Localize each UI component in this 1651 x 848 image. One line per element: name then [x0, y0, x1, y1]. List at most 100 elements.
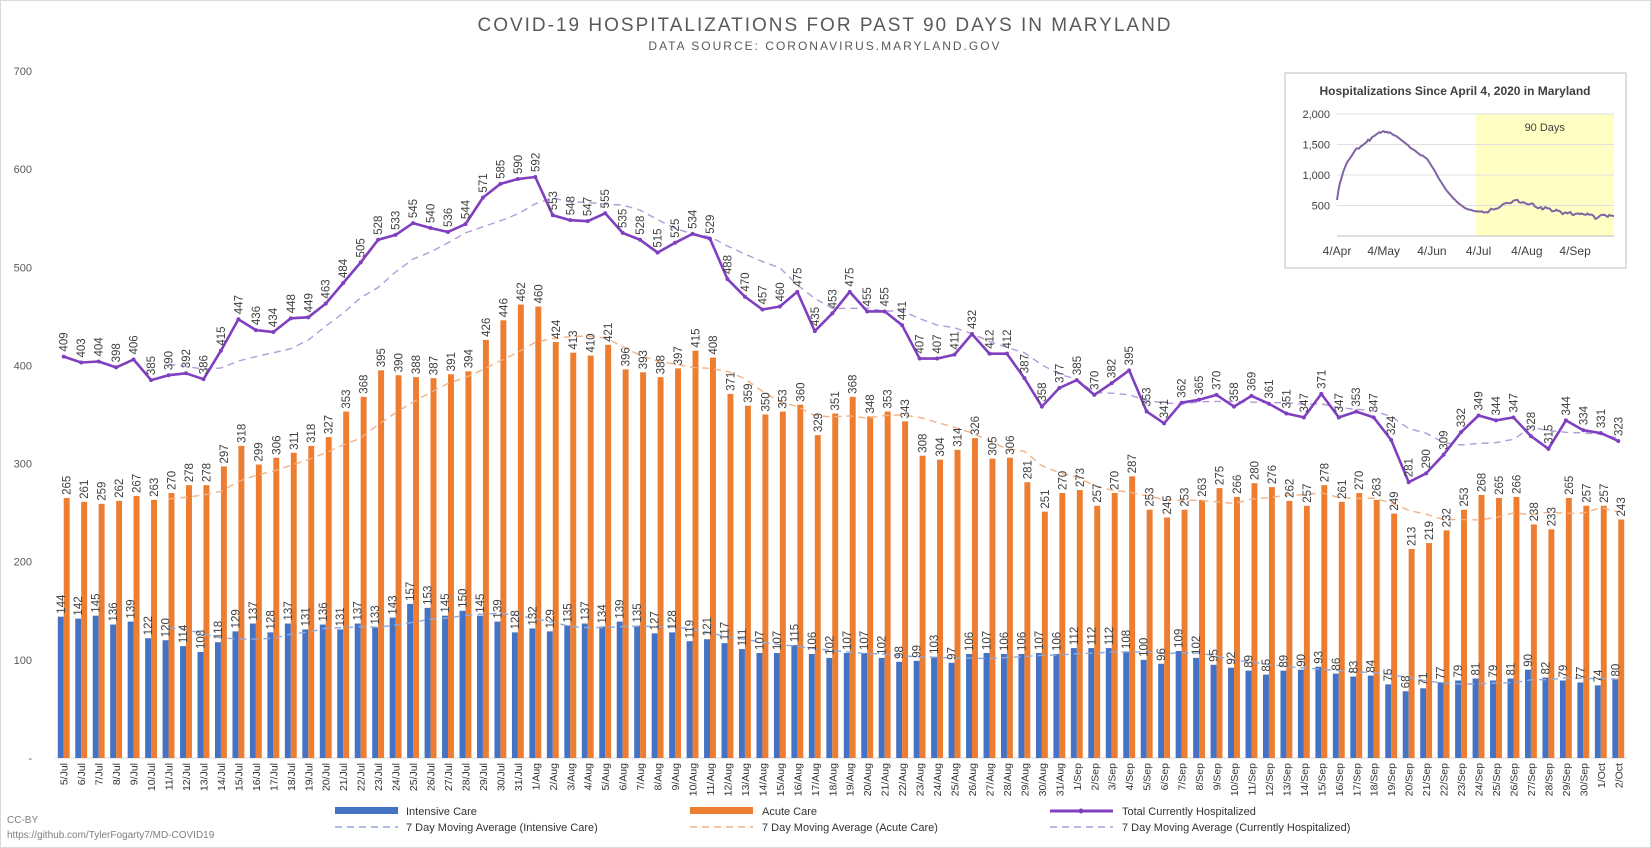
bar-intensive-care — [197, 652, 204, 758]
bar-intensive-care — [1612, 679, 1619, 758]
data-label-acute-care: 257 — [1581, 484, 1593, 503]
x-tick-label: 13/Jul — [199, 763, 211, 791]
data-label-intensive-care: 103 — [929, 635, 941, 654]
data-label-total-hospitalized: 455 — [880, 287, 892, 306]
total-hospitalized-point — [1371, 415, 1376, 420]
total-hospitalized-point — [830, 311, 835, 316]
bar-acute-care — [81, 501, 88, 758]
bar-intensive-care — [1402, 691, 1409, 758]
bar-intensive-care — [92, 615, 99, 758]
bar-intensive-care — [1524, 669, 1531, 758]
data-label-total-hospitalized: 281 — [1404, 458, 1416, 477]
data-label-total-hospitalized: 488 — [722, 255, 734, 274]
data-label-acute-care: 270 — [1354, 471, 1366, 490]
data-label-total-hospitalized: 436 — [251, 306, 263, 325]
x-tick-label: 26/Jul — [426, 763, 438, 791]
bar-intensive-care — [651, 633, 658, 758]
data-label-intensive-care: 106 — [999, 632, 1011, 651]
total-hospitalized-point — [480, 195, 485, 200]
data-label-total-hospitalized: 328 — [1526, 412, 1538, 431]
x-tick-label: 3/Aug — [565, 763, 577, 791]
x-tick-label: 14/Aug — [757, 763, 769, 796]
data-label-acute-care: 462 — [516, 282, 528, 301]
total-hospitalized-point — [1162, 421, 1167, 426]
x-tick-label: 21/Jul — [338, 763, 350, 791]
data-label-total-hospitalized: 387 — [1019, 354, 1031, 373]
x-tick-label: 15/Sep — [1316, 763, 1328, 796]
y-tick-label: 700 — [14, 66, 32, 78]
total-hospitalized-point — [323, 301, 328, 306]
data-label-intensive-care: 120 — [161, 618, 173, 637]
data-label-acute-care: 308 — [918, 434, 930, 453]
inset-chart: Hospitalizations Since April 4, 2020 in … — [1284, 72, 1627, 269]
total-hospitalized-point — [1459, 430, 1464, 435]
bar-acute-care — [1408, 548, 1415, 758]
bar-intensive-care — [1280, 670, 1287, 758]
bar-intensive-care — [319, 624, 326, 758]
data-label-acute-care: 280 — [1249, 461, 1261, 480]
data-label-total-hospitalized: 544 — [461, 199, 473, 219]
bar-acute-care — [1426, 543, 1433, 758]
data-label-intensive-care: 95 — [1209, 649, 1221, 662]
data-label-total-hospitalized: 361 — [1264, 379, 1276, 398]
total-hospitalized-point — [1616, 438, 1621, 443]
bar-acute-care — [710, 357, 716, 758]
x-tick-label: 20/Aug — [862, 763, 874, 796]
bar-intensive-care — [1000, 653, 1007, 758]
total-hospitalized-point — [1563, 418, 1568, 423]
data-label-total-hospitalized: 470 — [740, 272, 752, 291]
x-tick-label: 5/Aug — [600, 763, 612, 791]
bar-acute-care — [1024, 482, 1031, 758]
data-label-intensive-care: 106 — [1016, 632, 1028, 651]
data-label-acute-care: 263 — [1197, 478, 1209, 497]
data-label-intensive-care: 112 — [1104, 627, 1116, 645]
x-tick-label: 26/Aug — [967, 763, 979, 796]
bar-acute-care — [1565, 497, 1572, 758]
data-label-intensive-care: 100 — [1139, 638, 1151, 657]
x-tick-label: 10/Jul — [146, 763, 158, 791]
inset-highlight-label: 90 Days — [1525, 122, 1566, 134]
bar-intensive-care — [1088, 648, 1095, 758]
data-label-intensive-care: 90 — [1296, 654, 1308, 667]
bar-intensive-care — [931, 656, 938, 758]
bar-acute-care — [744, 405, 751, 758]
legend-swatch-intensive-care — [335, 807, 398, 814]
data-label-total-hospitalized: 590 — [513, 155, 525, 174]
bar-intensive-care — [267, 632, 274, 758]
legend-label-acute-care: Acute Care — [762, 806, 817, 818]
data-label-total-hospitalized: 392 — [181, 349, 193, 368]
x-tick-label: 9/Sep — [1212, 763, 1224, 791]
data-label-acute-care: 281 — [1022, 460, 1034, 479]
data-label-acute-care: 327 — [324, 415, 336, 434]
y-tick-label: - — [28, 753, 32, 765]
data-label-total-hospitalized: 390 — [164, 351, 176, 370]
legend-label-ma-acute-care: 7 Day Moving Average (Acute Care) — [762, 822, 938, 834]
data-label-acute-care: 276 — [1267, 465, 1279, 484]
total-hospitalized-point — [673, 240, 678, 245]
data-label-intensive-care: 137 — [580, 601, 592, 620]
inset-title: Hospitalizations Since April 4, 2020 in … — [1320, 84, 1591, 98]
data-label-intensive-care: 86 — [1331, 658, 1343, 671]
data-label-intensive-care: 145 — [475, 594, 487, 613]
x-tick-label: 19/Jul — [303, 763, 315, 791]
bar-intensive-care — [476, 615, 483, 758]
data-label-acute-care: 263 — [149, 478, 161, 497]
y-tick-label: 100 — [14, 655, 32, 667]
data-label-intensive-care: 79 — [1488, 665, 1500, 678]
data-label-total-hospitalized: 344 — [1491, 396, 1503, 416]
x-tick-label: 7/Jul — [94, 763, 106, 785]
total-hospitalized-point — [760, 307, 765, 312]
bar-acute-care — [1496, 497, 1502, 758]
data-label-total-hospitalized: 395 — [1124, 346, 1136, 365]
data-label-acute-care: 273 — [1075, 468, 1087, 487]
data-label-acute-care: 353 — [778, 389, 790, 408]
x-tick-label: 13/Aug — [740, 763, 752, 796]
data-label-total-hospitalized: 334 — [1578, 405, 1590, 425]
total-hospitalized-point — [708, 236, 712, 241]
bar-intensive-care — [1577, 682, 1584, 758]
bar-acute-care — [1059, 493, 1066, 758]
bar-acute-care — [482, 339, 489, 758]
data-label-acute-care: 261 — [79, 480, 91, 499]
data-label-acute-care: 413 — [568, 330, 580, 349]
x-tick-label: 10/Aug — [688, 763, 700, 796]
